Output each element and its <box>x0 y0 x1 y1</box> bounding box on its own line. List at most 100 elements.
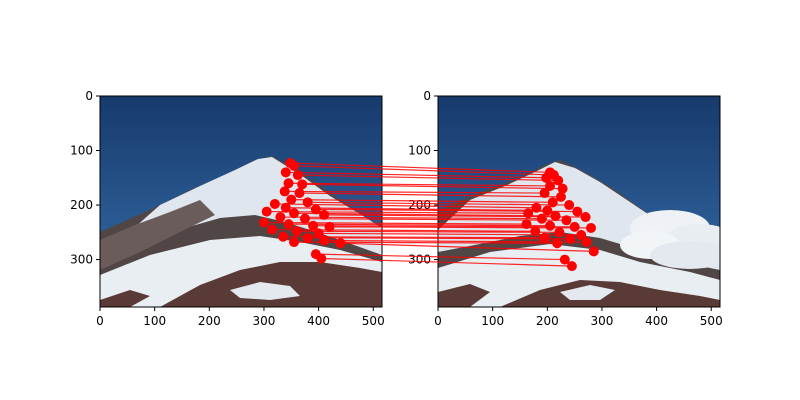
right-keypoint <box>586 222 597 233</box>
match-line <box>288 182 551 187</box>
left-keypoint <box>289 160 300 171</box>
right-keypoint <box>553 175 564 186</box>
right-keypoint <box>569 221 580 232</box>
left-x-tick-label: 300 <box>253 314 276 328</box>
match-line <box>307 237 571 240</box>
left-keypoint <box>335 238 346 249</box>
right-x-tick-label: 400 <box>645 314 668 328</box>
left-keypoint <box>297 179 308 190</box>
feature-matches <box>258 158 599 272</box>
left-keypoint <box>299 213 310 224</box>
right-keypoint <box>539 188 550 199</box>
left-keypoint <box>261 206 272 217</box>
match-line <box>285 207 548 212</box>
left-keypoint <box>313 228 324 239</box>
match-line <box>285 171 547 179</box>
match-line <box>340 242 594 252</box>
match-line <box>297 174 559 182</box>
left-keypoint <box>319 209 330 220</box>
match-line <box>313 225 575 228</box>
match-line <box>307 201 570 206</box>
right-keypoint <box>581 237 592 248</box>
left-keypoint <box>302 197 313 208</box>
left-x-tick-label: 500 <box>362 314 385 328</box>
left-keypoint <box>280 167 291 178</box>
left-y-tick-label: 100 <box>70 144 93 158</box>
left-x-tick-label: 100 <box>143 314 166 328</box>
match-line <box>291 198 553 203</box>
left-keypoint <box>280 202 291 213</box>
right-keypoint <box>545 220 556 231</box>
right-keypoint <box>550 210 561 221</box>
right-keypoint <box>572 206 583 217</box>
left-keypoint <box>283 219 294 230</box>
right-keypoint <box>576 230 587 241</box>
match-line <box>284 190 545 194</box>
right-keypoint <box>561 215 572 226</box>
left-y-tick-label: 300 <box>70 253 93 267</box>
right-keypoint <box>552 238 563 249</box>
left-keypoint <box>279 186 290 197</box>
right-keypoint <box>523 208 534 219</box>
match-line <box>296 230 560 233</box>
right-keypoint <box>555 191 566 202</box>
left-keypoint <box>269 198 280 209</box>
right-keypoint <box>545 180 556 191</box>
right-keypoint <box>530 226 541 237</box>
left-x-tick-label: 400 <box>307 314 330 328</box>
left-keypoint <box>302 232 313 243</box>
right-keypoint <box>547 197 558 208</box>
left-keypoint <box>278 231 289 242</box>
left-keypoint <box>289 208 300 219</box>
right-keypoint <box>521 219 532 230</box>
left-keypoint <box>294 188 305 199</box>
right-keypoint <box>566 261 577 272</box>
left-image <box>100 96 382 307</box>
right-keypoint <box>536 213 547 224</box>
right-keypoint <box>541 172 552 183</box>
match-line <box>293 165 554 176</box>
match-line <box>321 257 572 267</box>
match-line <box>266 210 529 214</box>
left-keypoint <box>319 235 330 246</box>
match-line <box>294 212 556 217</box>
right-keypoint <box>580 212 591 223</box>
left-keypoint <box>283 178 294 189</box>
right-x-tick-label: 100 <box>481 314 504 328</box>
left-x-tick-label: 200 <box>198 314 221 328</box>
right-keypoint <box>564 200 575 211</box>
left-keypoint <box>275 212 286 223</box>
left-keypoint <box>308 220 319 231</box>
match-line <box>315 253 565 261</box>
match-line <box>299 192 561 198</box>
match-line <box>302 183 563 190</box>
right-x-tick-label: 0 <box>434 314 442 328</box>
right-keypoint <box>539 232 550 243</box>
left-keypoint <box>324 221 335 232</box>
left-y-tick-label: 200 <box>70 198 93 212</box>
left-x-tick-label: 0 <box>96 314 104 328</box>
right-keypoint <box>559 254 570 265</box>
left-keypoint <box>289 237 300 248</box>
right-keypoint <box>588 246 599 257</box>
right-keypoint <box>542 205 553 216</box>
match-line <box>274 203 537 209</box>
left-keypoint <box>316 253 327 264</box>
left-keypoint <box>292 170 303 181</box>
left-keypoint <box>291 226 302 237</box>
left-axes-frame <box>99 95 383 308</box>
right-keypoint <box>557 183 568 194</box>
left-keypoint <box>267 224 278 235</box>
left-keypoint <box>258 217 269 228</box>
left-keypoint <box>286 194 297 205</box>
left-y-tick-label: 0 <box>85 89 93 103</box>
right-keypoint <box>531 202 542 213</box>
right-x-tick-label: 500 <box>700 314 723 328</box>
right-y-tick-label: 300 <box>408 253 431 267</box>
left-keypoint <box>310 204 321 215</box>
match-line <box>304 218 567 221</box>
right-y-tick-label: 100 <box>408 144 431 158</box>
right-y-tick-label: 0 <box>423 89 431 103</box>
match-line <box>290 162 551 173</box>
